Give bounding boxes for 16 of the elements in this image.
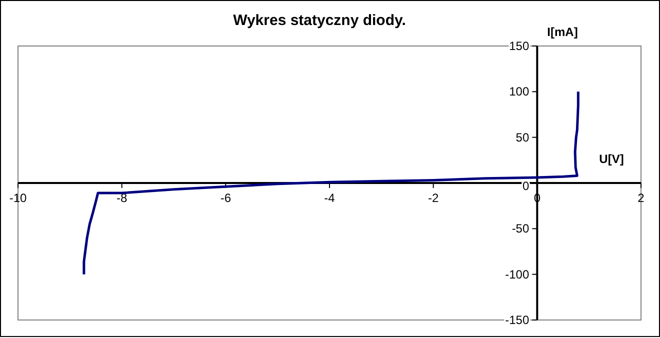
y-tick-label: -50	[512, 222, 530, 236]
x-tick-label: -2	[428, 191, 439, 205]
y-tick-label: 0	[522, 179, 530, 193]
x-tick-label: -8	[116, 191, 128, 205]
y-tick-label: 150	[509, 39, 530, 53]
x-tick-label: -6	[220, 191, 232, 205]
y-tick-label: -100	[505, 267, 530, 282]
x-tick-label: 2	[638, 191, 645, 205]
x-axis-title: U[V]	[599, 152, 624, 166]
y-axis-title: I[mA]	[547, 25, 578, 39]
y-tick-label: 50	[516, 130, 530, 144]
x-tick-label: -4	[324, 191, 336, 205]
y-tick-label: 100	[509, 84, 530, 99]
chart-title: Wykres statyczny diody.	[233, 12, 406, 29]
y-tick-label: -150	[505, 313, 530, 327]
x-tick-label: -10	[9, 191, 27, 205]
